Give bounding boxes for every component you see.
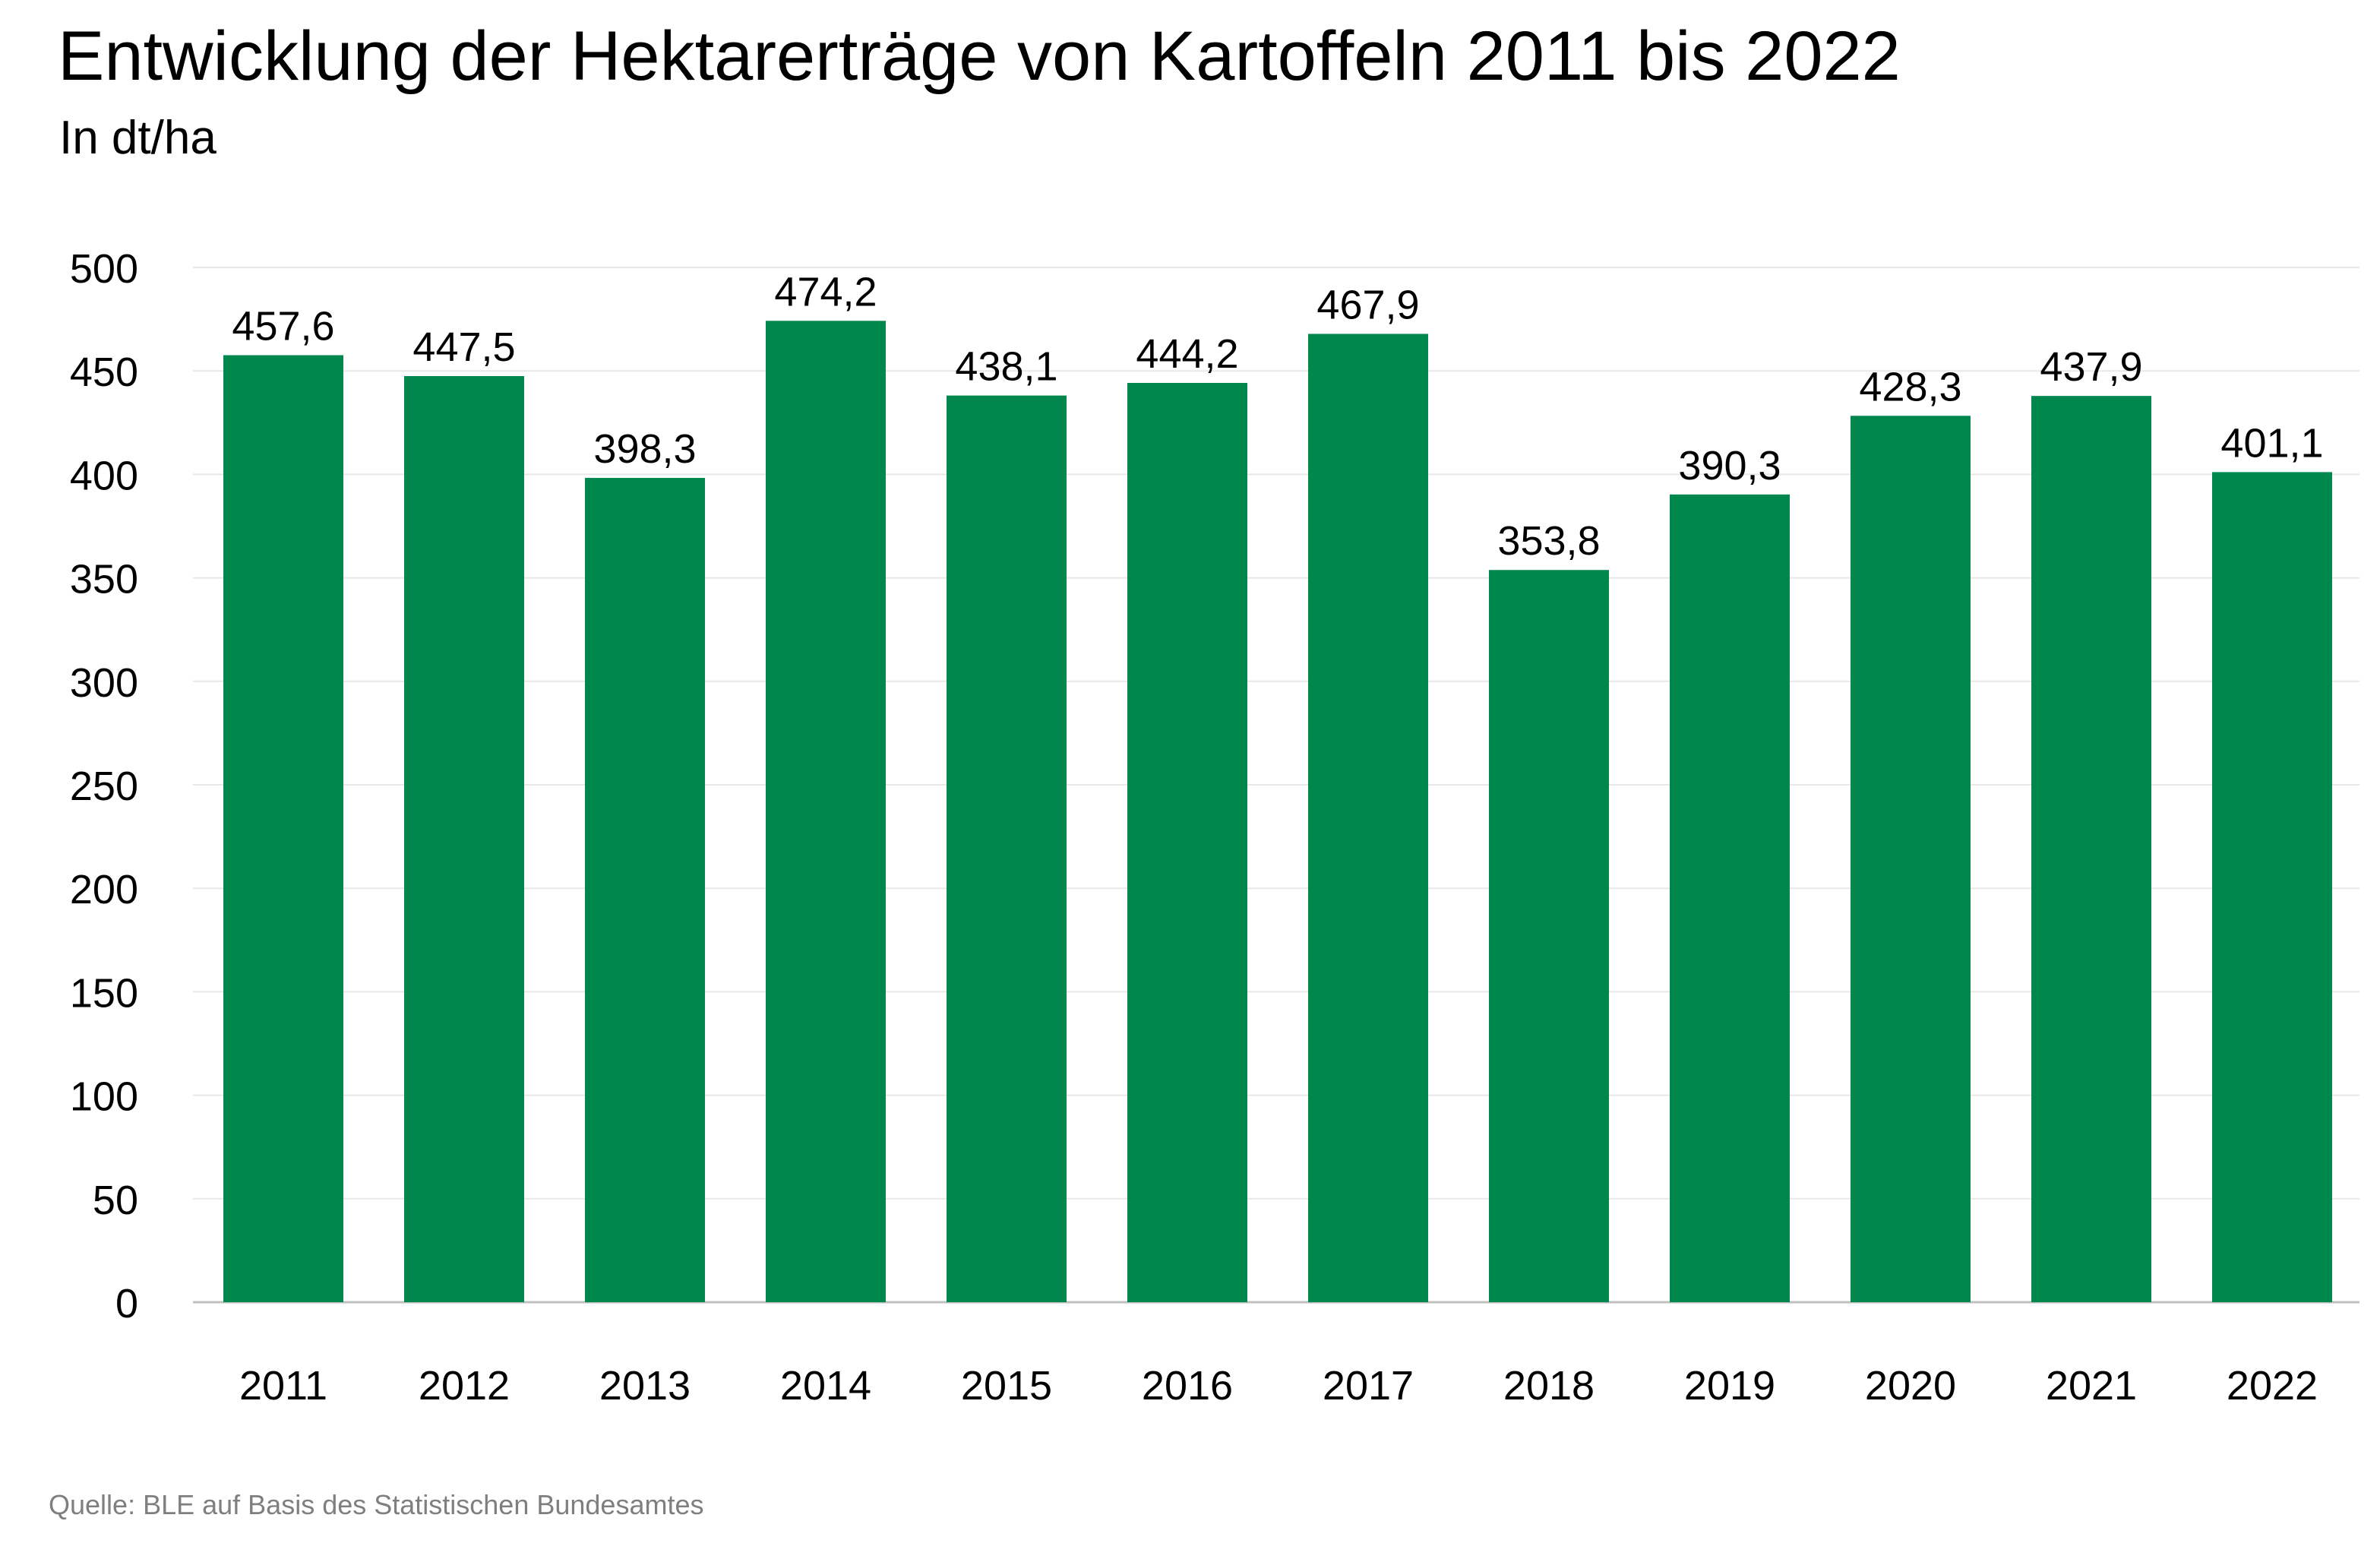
x-tick-label: 2014 — [780, 1363, 871, 1409]
y-tick-label: 0 — [115, 1281, 138, 1327]
data-label: 438,1 — [955, 344, 1057, 390]
y-tick-label: 50 — [93, 1178, 138, 1223]
data-label: 390,3 — [1678, 443, 1781, 489]
x-tick-label: 2017 — [1323, 1363, 1414, 1409]
x-tick-label: 2022 — [2227, 1363, 2318, 1409]
y-tick-label: 150 — [70, 970, 138, 1016]
bar — [766, 321, 886, 1303]
bar — [1127, 382, 1247, 1302]
y-tick-label: 350 — [70, 557, 138, 602]
bar — [1489, 570, 1609, 1302]
bars — [223, 321, 2332, 1303]
x-tick-label: 2019 — [1684, 1363, 1775, 1409]
axes: 0 50 100 150 200 250 300 350 400 450 500 — [70, 246, 2359, 1327]
data-label: 467,9 — [1316, 282, 1419, 327]
y-tick-label: 450 — [70, 349, 138, 395]
data-label: 457,6 — [232, 303, 334, 349]
x-tick-label: 2013 — [599, 1363, 691, 1409]
x-tick-label: 2012 — [419, 1363, 510, 1409]
bar — [404, 376, 524, 1302]
bar — [2031, 396, 2151, 1302]
x-tick-label: 2020 — [1865, 1363, 1956, 1409]
x-tick-label: 2018 — [1503, 1363, 1595, 1409]
x-tick-label: 2015 — [961, 1363, 1052, 1409]
gridlines — [193, 267, 2359, 1200]
data-label: 474,2 — [774, 269, 877, 315]
chart-title: Entwicklung der Hektarerträge von Kartof… — [58, 17, 1901, 95]
bar — [947, 395, 1067, 1302]
bar — [1851, 416, 1971, 1302]
y-tick-label: 300 — [70, 660, 138, 706]
bar — [585, 478, 705, 1303]
data-label: 428,3 — [1859, 364, 1961, 410]
chart-subtitle: In dt/ha — [59, 112, 217, 164]
y-tick-label: 250 — [70, 764, 138, 809]
data-label: 437,9 — [2040, 344, 2142, 390]
x-tick-label: 2011 — [239, 1363, 327, 1409]
data-label: 398,3 — [593, 426, 696, 472]
bar — [2212, 472, 2332, 1303]
labels: 457,6 2011 447,5 2012 398,3 2013 474,2 2014 438,… — [232, 269, 2323, 1409]
bar — [1670, 494, 1790, 1303]
x-tick-label: 2016 — [1142, 1363, 1233, 1409]
source-note: Quelle: BLE auf Basis des Statistischen … — [49, 1489, 704, 1520]
data-label: 444,2 — [1136, 331, 1238, 377]
bar — [1308, 334, 1428, 1302]
x-tick-label: 2021 — [2046, 1363, 2137, 1409]
y-tick-label: 100 — [70, 1074, 138, 1120]
data-label: 353,8 — [1497, 518, 1600, 564]
y-tick-label: 400 — [70, 453, 138, 498]
y-tick-label: 200 — [70, 867, 138, 912]
data-label: 401,1 — [2220, 420, 2323, 466]
data-label: 447,5 — [412, 324, 515, 370]
y-tick-label: 500 — [70, 246, 138, 292]
bar — [223, 355, 343, 1303]
